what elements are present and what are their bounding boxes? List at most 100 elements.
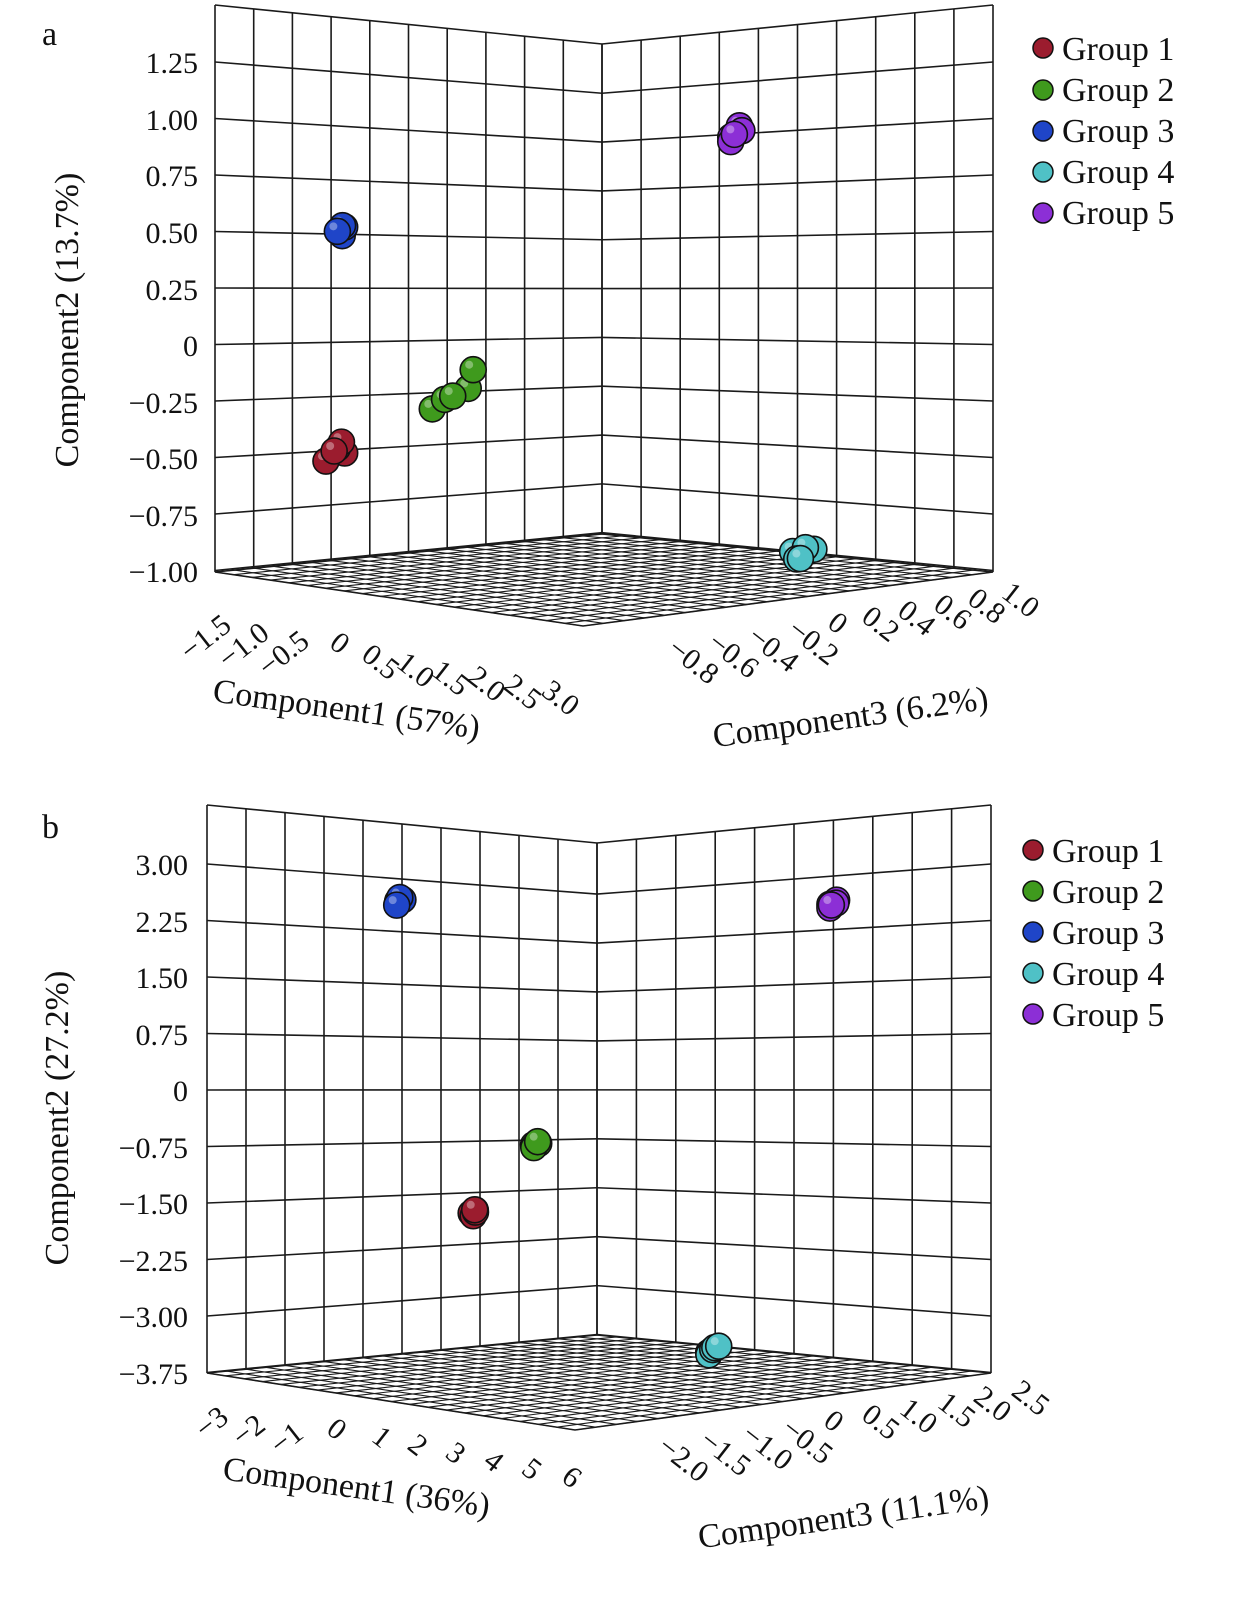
y-tick: 0 — [183, 330, 198, 363]
floor-grid-line — [564, 569, 974, 624]
grid-line — [601, 434, 994, 459]
floor-grid-line — [527, 565, 935, 619]
y-tick: −1.00 — [129, 556, 198, 589]
grid-line — [601, 117, 994, 143]
grid-line — [596, 1186, 992, 1204]
floor-grid-line — [350, 558, 727, 608]
panel-b-label: b — [42, 809, 59, 846]
panel-a-label: a — [42, 16, 57, 53]
point-group-3 — [323, 217, 352, 246]
point-group-4-highlight — [792, 549, 801, 558]
floor-grid-line — [409, 1355, 814, 1405]
x-tick: 4 — [478, 1444, 510, 1479]
grid-line — [214, 385, 603, 402]
grid-line — [206, 1235, 598, 1261]
panel-a: a 1.25 1.00 0.75 0.50 0.25 0 −0.25 −0.50… — [42, 4, 1174, 755]
z-tick: 2.0 — [968, 1380, 1018, 1429]
point-group-5-highlight — [823, 896, 832, 905]
panel-a-y-ticks: 1.25 1.00 0.75 0.50 0.25 0 −0.25 −0.50 −… — [129, 47, 198, 589]
x-tick: −2 — [226, 1408, 271, 1454]
panel-a-points — [312, 112, 828, 573]
floor-grid-line — [435, 556, 837, 605]
x-tick: 3 — [440, 1436, 472, 1471]
grid-line — [214, 336, 603, 346]
grid-line — [601, 385, 994, 402]
point-group-5 — [720, 120, 749, 149]
panel-a-grid — [214, 4, 994, 627]
floor-grid-line — [311, 561, 686, 614]
legend-label: Group 3 — [1052, 915, 1164, 952]
grid-line — [206, 1032, 598, 1042]
grid-line — [601, 230, 994, 241]
z-tick: 2.5 — [1006, 1374, 1056, 1423]
grid-line — [206, 1284, 598, 1317]
grid-line — [214, 61, 603, 95]
y-tick: −3.00 — [119, 1301, 188, 1334]
legend-marker-group-1 — [1022, 839, 1044, 861]
floor-grid-line — [253, 567, 625, 622]
grid-line — [206, 863, 598, 895]
floor-grid-line — [398, 552, 798, 600]
panel-b-points — [382, 883, 851, 1369]
legend-marker-group-2 — [1032, 79, 1054, 101]
legend-label: Group 1 — [1062, 31, 1174, 68]
floor-grid-line — [265, 1366, 638, 1422]
legend-label: Group 3 — [1062, 113, 1174, 150]
floor-grid-line — [272, 565, 645, 619]
legend-label: Group 2 — [1062, 72, 1174, 109]
floor-grid-line — [509, 563, 915, 616]
x-tick: 2.5 — [498, 668, 548, 717]
y-tick: −0.50 — [129, 443, 198, 476]
floor-grid-line — [446, 1359, 854, 1411]
point-group-1-highlight — [326, 442, 335, 450]
point-group-2-highlight — [465, 360, 474, 369]
floor-grid-line — [556, 1370, 972, 1428]
grid-line — [596, 976, 992, 993]
z-tick: 0.5 — [856, 1398, 906, 1447]
floor-grid-line — [490, 561, 896, 614]
point-group-4-highlight — [710, 1337, 719, 1346]
floor-outline — [214, 533, 994, 627]
floor-grid-line — [389, 554, 768, 603]
z-tick: 1.0 — [894, 1392, 944, 1441]
legend-marker-group-1 — [1032, 37, 1054, 59]
floor-grid-line — [343, 1359, 721, 1411]
point-group-2 — [523, 1127, 552, 1156]
x-tick: 6 — [556, 1460, 588, 1495]
panel-a-y-axis-label: Component2 (13.7%) — [49, 173, 86, 468]
x-tick: −1 — [264, 1416, 309, 1462]
y-tick: 2.25 — [136, 906, 189, 939]
panel-a-legend: Group 1 Group 2 Group 3 Group 4 Group 5 — [1032, 31, 1174, 232]
point-group-1 — [460, 1195, 489, 1224]
point-group-1 — [320, 437, 348, 465]
grid-line — [206, 919, 598, 944]
point-group-1-highlight — [466, 1200, 475, 1209]
floor-grid-line — [362, 1357, 742, 1408]
x-tick: −3 — [189, 1400, 234, 1446]
panel-a-z-axis-label: Component3 (6.2%) — [710, 680, 990, 755]
legend-marker-group-4 — [1022, 962, 1044, 984]
floor-grid-line — [292, 563, 666, 616]
y-tick: 0.25 — [146, 274, 199, 307]
legend-marker-group-5 — [1032, 202, 1054, 224]
floor-grid-line — [427, 1357, 834, 1408]
y-tick: 3.00 — [136, 849, 189, 882]
panel-b-legend: Group 1 Group 2 Group 3 Group 4 Group 5 — [1022, 833, 1164, 1034]
floor-grid-line — [538, 1368, 952, 1425]
y-tick: 1.00 — [146, 104, 199, 137]
point-group-2-highlight — [424, 399, 433, 408]
x-tick: 3.0 — [536, 674, 586, 723]
legend-marker-group-2 — [1022, 880, 1044, 902]
y-tick: −1.50 — [119, 1188, 188, 1221]
point-group-2 — [438, 382, 467, 410]
panel-b-y-axis-label: Component2 (27.2%) — [39, 971, 76, 1266]
legend-label: Group 2 — [1052, 874, 1164, 911]
floor-grid-line — [519, 1366, 932, 1422]
floor-outline — [206, 1334, 992, 1431]
y-tick: 0.75 — [136, 1019, 189, 1052]
x-tick: 5 — [516, 1452, 548, 1487]
y-tick: 1.50 — [136, 962, 189, 995]
point-group-5-highlight — [726, 125, 735, 134]
grid-line — [601, 287, 994, 290]
